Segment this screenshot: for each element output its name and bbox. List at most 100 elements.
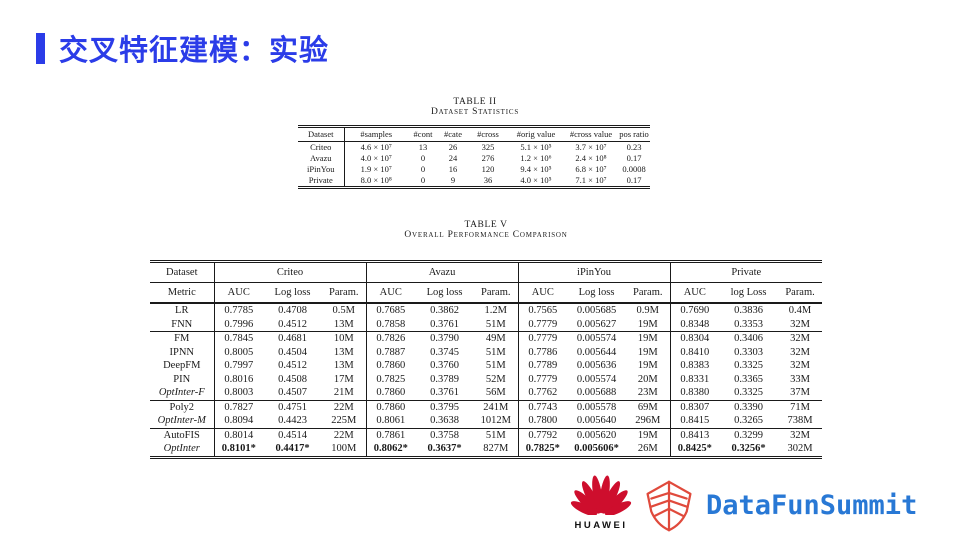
metric-value-cell: 0.4681 — [263, 331, 322, 346]
metric-value-cell: 26M — [637, 443, 658, 454]
metric-value-cell: 0.7996 — [213, 317, 263, 332]
table-row: DeepFM 0.7997 0.4512 13M 0.7860 0.3760 51M 0.77… — [150, 359, 822, 373]
metric-value-cell: 0.7743 — [517, 399, 568, 414]
metric-value-cell: 0.4514 — [263, 427, 322, 442]
table-row: IPNN 0.8005 0.4504 13M 0.7887 0.3745 51M 0.7786… — [150, 345, 822, 359]
metric-value-cell: 0.4504 — [278, 346, 307, 358]
metric-value-cell: 0.3353 — [734, 318, 763, 330]
metric-value-cell: 33M — [790, 373, 810, 385]
footer-logos: HUAWEI DataFunSummit — [560, 474, 952, 534]
metric-value-cell: 20M — [637, 373, 658, 385]
metric-value-cell: 71M — [778, 399, 823, 414]
metric-value-cell: 0.8383 — [669, 359, 720, 373]
table2-caption-number: TABLE II — [453, 97, 497, 107]
metric-value-cell: 0.7785 — [213, 303, 263, 318]
table-row: Private 8.0 × 10⁸ 0 9 36 4.0 × 10⁵ 7.1 × 10⁷ 0.… — [298, 175, 650, 188]
metric-value-cell: 17M — [333, 373, 354, 385]
metric-value-cell: 827M — [483, 443, 509, 454]
huawei-wordmark: HUAWEI — [574, 520, 628, 531]
metric-value-cell: 23M — [637, 387, 658, 398]
metric-value-cell: 0.3390 — [719, 399, 779, 414]
table-cell: 7.1 × 10⁷ — [575, 175, 607, 185]
metric-value-cell: 51M — [485, 346, 506, 358]
table-cell: 26 — [448, 142, 458, 152]
model-name-cell: OptInter-F — [158, 387, 205, 398]
metric-value-cell: 51M — [485, 360, 506, 371]
metric-header-cell: log Loss — [719, 282, 779, 304]
metric-value-cell: 0.005627 — [576, 318, 617, 330]
model-name-cell: FM — [150, 331, 214, 346]
metric-value-cell: 0.4512 — [278, 360, 307, 371]
metric-value-cell: 0.4M — [788, 305, 812, 316]
metric-value-cell: 0.3637* — [427, 443, 462, 454]
metric-value-cell: 19M — [637, 360, 658, 371]
metric-value-cell: 13M — [333, 318, 354, 330]
metric-value-cell: 0.7860 — [365, 359, 416, 373]
table-row: FM 0.7845 0.4681 10M 0.7826 0.3790 49M 0.7779 0.… — [150, 331, 823, 346]
table5-caption: TABLE V Overall Performance Comparison — [150, 220, 822, 240]
model-name-cell: OptInter-M — [157, 415, 206, 426]
metric-header-cell: Log loss — [263, 282, 322, 304]
metric-value-cell: 51M — [474, 427, 519, 442]
metric-header-cell: AUC — [517, 282, 568, 304]
metric-value-cell: 0.8413 — [669, 427, 720, 442]
table-header-row: Dataset #samples #cont #cate #cross #orig val… — [298, 126, 650, 142]
table-cell: 36 — [483, 175, 493, 185]
table-cell: 1.2 × 10⁶ — [520, 153, 552, 163]
corner-cell: Dataset — [150, 261, 214, 283]
metric-value-cell: 0.8331 — [669, 372, 720, 386]
metric-value-cell: 0.7887 — [365, 345, 416, 359]
table2-caption: TABLE II Dataset Statistics — [280, 97, 670, 117]
metric-value-cell: 0.7825* — [517, 442, 568, 457]
table-cell: 4.0 × 10⁷ — [343, 153, 408, 164]
metric-value-cell: 52M — [485, 373, 506, 385]
header-cell: #samples — [343, 126, 408, 142]
metric-value-cell: 738M — [787, 415, 813, 426]
metric-value-cell: 0.7827 — [213, 399, 263, 414]
metric-value-cell: 0.3862 — [430, 305, 459, 316]
metric-value-cell: 19M — [626, 331, 671, 346]
metric-value-cell: 69M — [626, 399, 671, 414]
metric-value-cell: 0.7779 — [517, 331, 568, 346]
metric-value-cell: 32M — [778, 331, 823, 346]
table-cell: 6.8 × 10⁷ — [575, 164, 607, 174]
metric-value-cell: 0.3325 — [734, 360, 763, 371]
metric-value-cell: 0.8005 — [213, 345, 263, 359]
model-name-cell: FNN — [171, 318, 193, 330]
metric-value-cell: 0.3365 — [734, 373, 763, 385]
metric-value-cell: 0.7792 — [517, 427, 568, 442]
metric-value-cell: 19M — [637, 318, 658, 330]
table-cell: 9.4 × 10⁵ — [520, 164, 552, 174]
metric-value-cell: 0.7997 — [213, 359, 263, 373]
table-cell: 0.17 — [626, 153, 642, 163]
model-group: FM 0.7845 0.4681 10M 0.7826 0.3790 49M 0.7779 0.… — [150, 331, 823, 400]
metric-value-cell: 0.8304 — [669, 331, 720, 346]
metric-value-cell: 49M — [474, 331, 519, 346]
table-cell: 4.0 × 10⁵ — [520, 175, 552, 185]
page-title: 交叉特征建模：实验 — [59, 35, 330, 67]
metric-value-cell: 0.3303 — [734, 346, 763, 358]
table-row: PIN 0.8016 0.4508 17M 0.7825 0.3789 52M 0.7779 0… — [150, 372, 822, 386]
header-cell: #cross — [468, 126, 508, 142]
metric-value-cell: 0.4512 — [278, 318, 307, 330]
metric-value-cell: 32M — [778, 427, 823, 442]
metric-value-cell: 0.8307 — [669, 399, 720, 414]
table-cell: 9 — [450, 175, 456, 185]
metric-value-cell: 0.3406 — [719, 331, 779, 346]
table-cell: 276 — [481, 153, 495, 163]
table-row: iPinYou 1.9 × 10⁷ 0 16 120 9.4 × 10⁵ 6.8 × 10⁷… — [298, 164, 650, 175]
table-cell: 325 — [481, 142, 495, 152]
metric-value-cell: 0.3256* — [731, 443, 766, 454]
metric-header-cell: Log loss — [415, 282, 475, 304]
metric-value-cell: 0.3758 — [415, 427, 475, 442]
model-name-cell: OptInter — [163, 443, 200, 454]
corner-cell: Metric — [150, 282, 214, 304]
table-cell: 0.17 — [626, 175, 642, 185]
metric-value-cell: 0.7762 — [517, 386, 568, 400]
metric-value-cell: 0.8101* — [213, 442, 263, 457]
metric-header-cell: Log loss — [567, 282, 627, 304]
metric-value-cell: 13M — [333, 346, 354, 358]
header-cell: #orig value — [508, 126, 564, 142]
table-cell: 0.0008 — [622, 164, 646, 174]
